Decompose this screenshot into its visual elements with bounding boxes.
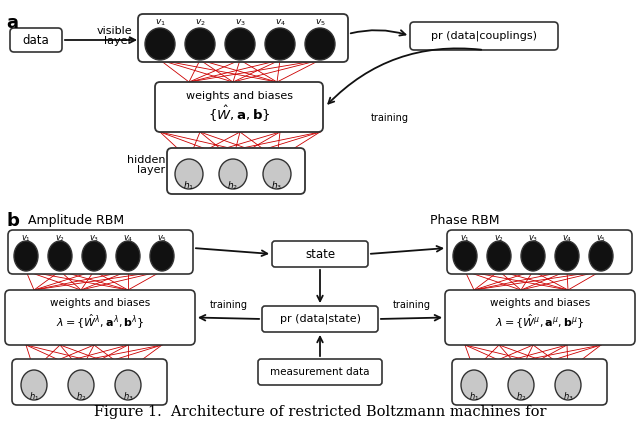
Text: $v_4$: $v_4$ <box>562 233 572 243</box>
Ellipse shape <box>453 241 477 271</box>
Text: measurement data: measurement data <box>270 367 370 377</box>
Text: layer: layer <box>104 36 132 46</box>
Ellipse shape <box>305 28 335 60</box>
Ellipse shape <box>589 241 613 271</box>
Text: Figure 1.  Architecture of restricted Boltzmann machines for: Figure 1. Architecture of restricted Bol… <box>93 405 547 419</box>
FancyBboxPatch shape <box>5 290 195 345</box>
FancyBboxPatch shape <box>410 22 558 50</box>
Text: $h_3$: $h_3$ <box>123 391 133 403</box>
Text: $\lambda = \{\hat{W}^{\mu}, \mathbf{a}^{\mu}, \mathbf{b}^{\mu}\}$: $\lambda = \{\hat{W}^{\mu}, \mathbf{a}^{… <box>495 313 585 331</box>
Ellipse shape <box>263 159 291 189</box>
Text: $v_5$: $v_5$ <box>315 18 325 28</box>
Text: $h_1$: $h_1$ <box>29 391 39 403</box>
Text: pr (data|state): pr (data|state) <box>280 314 360 324</box>
Ellipse shape <box>145 28 175 60</box>
FancyBboxPatch shape <box>262 306 378 332</box>
Text: data: data <box>22 33 49 47</box>
Text: $v_5$: $v_5$ <box>157 233 167 243</box>
Ellipse shape <box>115 370 141 400</box>
Ellipse shape <box>225 28 255 60</box>
Text: visible: visible <box>97 26 132 36</box>
FancyBboxPatch shape <box>258 359 382 385</box>
Ellipse shape <box>555 370 581 400</box>
FancyBboxPatch shape <box>138 14 348 62</box>
Text: $v_4$: $v_4$ <box>275 18 285 28</box>
FancyBboxPatch shape <box>452 359 607 405</box>
Ellipse shape <box>48 241 72 271</box>
Text: layer: layer <box>137 165 165 175</box>
Text: weights and biases: weights and biases <box>490 298 590 308</box>
Text: $v_3$: $v_3$ <box>528 233 538 243</box>
Text: $h_3$: $h_3$ <box>563 391 573 403</box>
Text: $h_2$: $h_2$ <box>76 391 86 403</box>
Text: b: b <box>6 212 19 230</box>
Ellipse shape <box>150 241 174 271</box>
Ellipse shape <box>68 370 94 400</box>
Ellipse shape <box>82 241 106 271</box>
Ellipse shape <box>219 159 247 189</box>
Text: $v_2$: $v_2$ <box>195 18 205 28</box>
FancyBboxPatch shape <box>8 230 193 274</box>
Ellipse shape <box>21 370 47 400</box>
Text: training: training <box>392 301 431 310</box>
FancyBboxPatch shape <box>447 230 632 274</box>
Text: $h_3$: $h_3$ <box>271 179 283 192</box>
Text: weights and biases: weights and biases <box>50 298 150 308</box>
Text: training: training <box>371 113 409 123</box>
Ellipse shape <box>14 241 38 271</box>
Text: state: state <box>305 248 335 260</box>
Text: weights and biases: weights and biases <box>186 91 292 101</box>
Ellipse shape <box>508 370 534 400</box>
Text: hidden: hidden <box>127 155 165 165</box>
Text: $h_1$: $h_1$ <box>468 391 479 403</box>
Text: pr (data|couplings): pr (data|couplings) <box>431 31 537 41</box>
Text: $v_5$: $v_5$ <box>596 233 606 243</box>
FancyBboxPatch shape <box>12 359 167 405</box>
Ellipse shape <box>461 370 487 400</box>
Ellipse shape <box>185 28 215 60</box>
FancyBboxPatch shape <box>10 28 62 52</box>
FancyBboxPatch shape <box>445 290 635 345</box>
FancyBboxPatch shape <box>155 82 323 132</box>
Text: Phase RBM: Phase RBM <box>430 214 499 227</box>
Text: a: a <box>6 14 18 32</box>
Text: $v_2$: $v_2$ <box>494 233 504 243</box>
Ellipse shape <box>555 241 579 271</box>
Text: $v_1$: $v_1$ <box>460 233 470 243</box>
Text: $h_1$: $h_1$ <box>184 179 195 192</box>
FancyBboxPatch shape <box>272 241 368 267</box>
Ellipse shape <box>116 241 140 271</box>
Text: $v_4$: $v_4$ <box>123 233 133 243</box>
Text: Amplitude RBM: Amplitude RBM <box>28 214 124 227</box>
Ellipse shape <box>521 241 545 271</box>
Text: $h_2$: $h_2$ <box>227 179 239 192</box>
Text: training: training <box>209 301 248 310</box>
Text: $v_2$: $v_2$ <box>55 233 65 243</box>
Ellipse shape <box>265 28 295 60</box>
FancyBboxPatch shape <box>167 148 305 194</box>
Ellipse shape <box>175 159 203 189</box>
Text: $v_1$: $v_1$ <box>155 18 165 28</box>
Text: $\{\hat{W}, \mathbf{a}, \mathbf{b}\}$: $\{\hat{W}, \mathbf{a}, \mathbf{b}\}$ <box>208 104 270 124</box>
Text: $v_3$: $v_3$ <box>235 18 245 28</box>
Text: $h_2$: $h_2$ <box>516 391 526 403</box>
Text: $\lambda = \{\hat{W}^{\lambda}, \mathbf{a}^{\lambda}, \mathbf{b}^{\lambda}\}$: $\lambda = \{\hat{W}^{\lambda}, \mathbf{… <box>56 313 144 331</box>
Text: $v_3$: $v_3$ <box>89 233 99 243</box>
Text: $v_1$: $v_1$ <box>21 233 31 243</box>
Ellipse shape <box>487 241 511 271</box>
